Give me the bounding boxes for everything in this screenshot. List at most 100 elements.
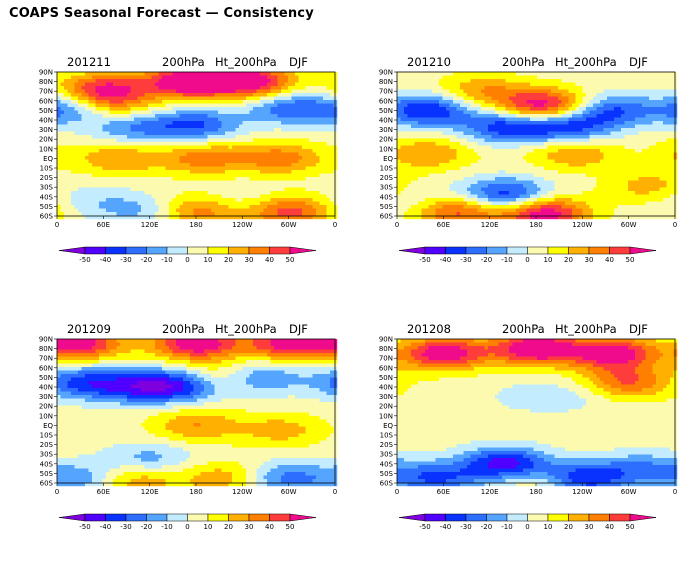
field-cell xyxy=(222,181,226,185)
field-cell xyxy=(232,212,236,216)
field-cell xyxy=(64,170,68,174)
field-cell xyxy=(141,121,145,125)
field-cell xyxy=(215,121,219,125)
field-cell xyxy=(565,100,569,104)
field-cell xyxy=(82,93,86,97)
field-cell xyxy=(113,107,117,111)
field-cell xyxy=(649,76,653,80)
field-cell xyxy=(183,72,187,76)
field-cell xyxy=(639,128,643,132)
field-cell xyxy=(180,184,184,188)
field-cell xyxy=(173,146,177,150)
field-cell xyxy=(243,135,247,139)
field-cell xyxy=(173,135,177,139)
field-cell xyxy=(485,90,489,94)
field-cell xyxy=(309,111,313,115)
field-cell xyxy=(555,104,559,108)
field-cell xyxy=(492,104,496,108)
field-cell xyxy=(583,72,587,76)
field-cell xyxy=(520,118,524,122)
field-cell xyxy=(152,90,156,94)
field-cell xyxy=(593,83,597,87)
field-cell xyxy=(274,167,278,171)
field-cell xyxy=(211,135,215,139)
field-cell xyxy=(155,205,159,209)
field-cell xyxy=(274,149,278,153)
field-cell xyxy=(99,100,103,104)
field-cell xyxy=(166,146,170,150)
field-cell xyxy=(194,160,198,164)
field-cell xyxy=(61,114,65,118)
field-cell xyxy=(481,86,485,90)
field-cell xyxy=(569,86,573,90)
field-cell xyxy=(555,76,559,80)
field-cell xyxy=(593,86,597,90)
field-cell xyxy=(281,160,285,164)
field-cell xyxy=(555,135,559,139)
field-cell xyxy=(397,104,401,108)
field-cell xyxy=(537,111,541,115)
field-cell xyxy=(145,191,149,195)
field-cell xyxy=(635,72,639,76)
field-cell xyxy=(75,167,79,171)
field-cell xyxy=(68,104,72,108)
field-cell xyxy=(208,202,212,206)
field-cell xyxy=(411,93,415,97)
field-cell xyxy=(197,205,201,209)
field-cell xyxy=(271,170,275,174)
field-cell xyxy=(71,163,75,167)
field-cell xyxy=(597,135,601,139)
field-cell xyxy=(152,121,156,125)
field-cell xyxy=(635,90,639,94)
field-cell xyxy=(267,83,271,87)
field-cell xyxy=(299,72,303,76)
field-cell xyxy=(159,100,163,104)
field-cell xyxy=(159,156,163,160)
field-cell xyxy=(68,93,72,97)
field-cell xyxy=(124,188,128,192)
field-cell xyxy=(222,118,226,122)
field-cell xyxy=(509,118,513,122)
field-cell xyxy=(85,149,89,153)
field-cell xyxy=(211,184,215,188)
field-cell xyxy=(316,177,320,181)
field-cell xyxy=(159,177,163,181)
field-cell xyxy=(183,188,187,192)
field-cell xyxy=(64,118,68,122)
field-cell xyxy=(260,107,264,111)
field-cell xyxy=(628,72,632,76)
field-cell xyxy=(576,107,580,111)
field-cell xyxy=(443,76,447,80)
field-cell xyxy=(187,111,191,115)
field-cell xyxy=(481,118,485,122)
field-cell xyxy=(183,118,187,122)
field-cell xyxy=(222,104,226,108)
field-cell xyxy=(320,107,324,111)
field-cell xyxy=(260,72,264,76)
field-cell xyxy=(127,107,131,111)
field-cell xyxy=(166,174,170,178)
field-cell xyxy=(64,184,68,188)
field-cell xyxy=(649,118,653,122)
field-cell xyxy=(292,191,296,195)
field-cell xyxy=(464,114,468,118)
field-cell xyxy=(649,135,653,139)
field-cell xyxy=(257,83,261,87)
field-cell xyxy=(327,205,331,209)
field-cell xyxy=(75,198,79,202)
field-cell xyxy=(194,72,198,76)
field-cell xyxy=(229,163,233,167)
field-cell xyxy=(302,93,306,97)
field-cell xyxy=(250,146,254,150)
field-cell xyxy=(502,90,506,94)
field-cell xyxy=(134,153,138,157)
field-cell xyxy=(215,160,219,164)
field-cell xyxy=(183,79,187,83)
field-cell xyxy=(439,83,443,87)
field-cell xyxy=(127,184,131,188)
field-cell xyxy=(656,125,660,129)
field-cell xyxy=(397,76,401,80)
field-cell xyxy=(106,184,110,188)
field-cell xyxy=(302,195,306,199)
field-cell xyxy=(576,128,580,132)
